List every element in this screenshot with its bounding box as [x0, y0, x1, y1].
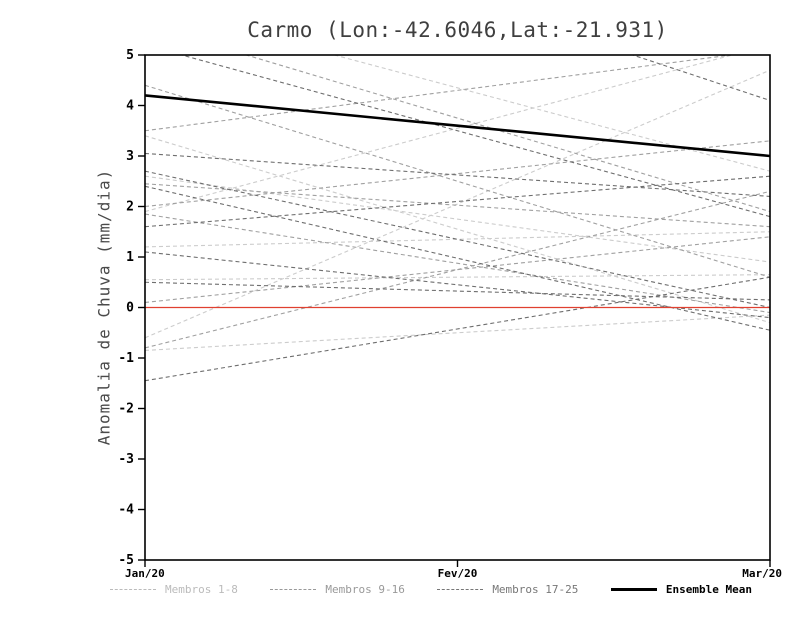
- member-line: [145, 69, 770, 339]
- x-tick-label: Jan/20: [125, 567, 165, 580]
- member-line: [145, 231, 770, 248]
- member-line: [631, 55, 770, 101]
- member-line: [145, 276, 770, 382]
- y-tick-label: 0: [126, 301, 134, 316]
- member-line: [145, 84, 770, 278]
- y-tick-label: -5: [118, 553, 134, 568]
- legend: Membros 1-8 Membros 9-16 Membros 17-25 E…: [110, 583, 752, 596]
- legend-line-sample: [610, 588, 657, 591]
- member-line: [145, 314, 770, 351]
- y-tick-label: 2: [126, 200, 134, 215]
- legend-entry-membros-9-16: Membros 9-16: [270, 583, 405, 596]
- ensemble-mean-line: [145, 94, 770, 158]
- member-line: [145, 175, 770, 263]
- legend-label: Membros 17-25: [492, 583, 579, 596]
- y-tick-label: -2: [118, 402, 134, 417]
- series-group: [145, 55, 770, 382]
- member-line: [145, 170, 770, 309]
- x-tick-label: Fev/20: [438, 567, 478, 580]
- chart-title: Carmo (Lon:-42.6046,Lat:-21.931): [247, 18, 668, 42]
- legend-label: Membros 9-16: [325, 583, 405, 596]
- y-tick-label: 5: [126, 48, 134, 63]
- member-line: [145, 135, 770, 324]
- member-line: [145, 281, 770, 301]
- legend-entry-membros-17-25: Membros 17-25: [437, 583, 578, 596]
- y-tick-label: 1: [126, 250, 134, 265]
- legend-line-sample: [270, 589, 317, 590]
- y-tick-label: 3: [126, 149, 134, 164]
- member-line: [244, 55, 770, 213]
- member-line: [332, 55, 770, 172]
- legend-line-sample: [437, 589, 484, 590]
- member-line: [145, 190, 770, 349]
- member-line: [145, 55, 735, 213]
- member-line: [145, 213, 770, 314]
- member-line: [145, 274, 770, 281]
- y-tick-label: 4: [126, 99, 134, 114]
- y-tick-label: -3: [118, 452, 134, 467]
- member-line: [145, 140, 770, 208]
- legend-entry-ensemble-mean: Ensemble Mean: [610, 583, 752, 596]
- y-tick-label: -4: [118, 503, 134, 518]
- legend-entry-membros-1-8: Membros 1-8: [110, 583, 238, 596]
- member-line: [179, 55, 770, 218]
- member-line: [145, 55, 736, 132]
- legend-label: Membros 1-8: [165, 583, 238, 596]
- legend-line-sample: [110, 589, 156, 590]
- legend-label: Ensemble Mean: [665, 583, 752, 596]
- x-tick-label: Mar/20: [742, 567, 782, 580]
- member-line: [145, 185, 770, 331]
- y-tick-label: -1: [118, 351, 134, 366]
